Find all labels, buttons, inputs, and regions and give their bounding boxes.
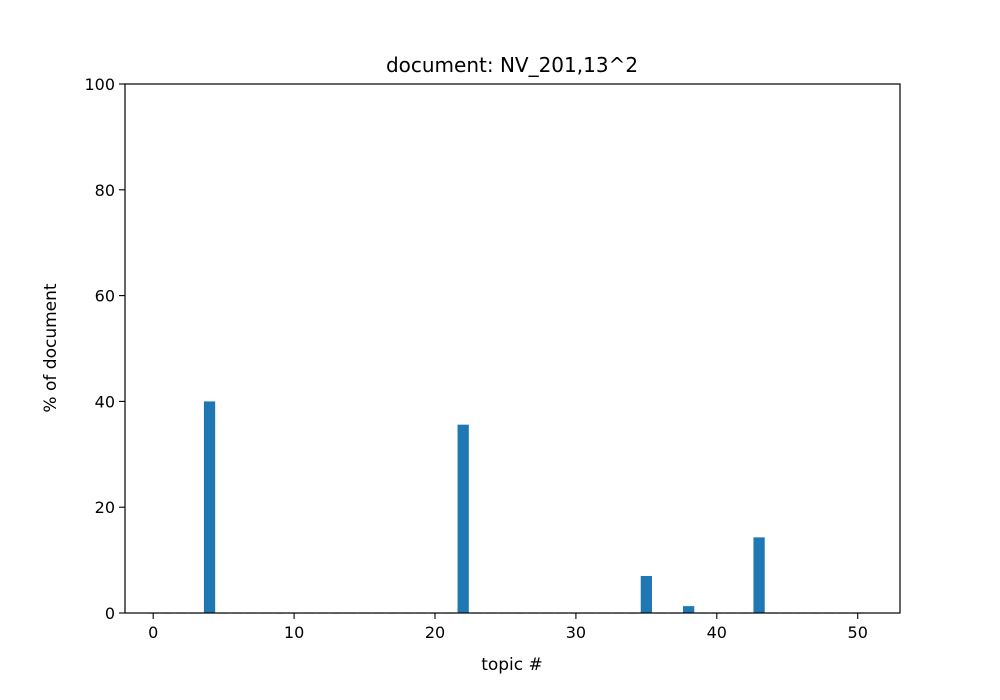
y-tick-label: 0 xyxy=(105,604,115,623)
bar-topic-43 xyxy=(753,537,765,613)
x-tick-label: 40 xyxy=(707,623,727,642)
y-tick-label: 20 xyxy=(95,498,115,517)
bar-topic-22 xyxy=(457,424,469,613)
bar-topic-4 xyxy=(203,401,216,613)
x-axis-ticks: 0 10 20 30 40 50 xyxy=(148,613,868,642)
bars-group xyxy=(147,401,864,614)
chart-title: document: NV_201,13^2 xyxy=(386,53,638,77)
plot-frame xyxy=(124,83,901,614)
x-tick-label: 20 xyxy=(425,623,445,642)
bar-topic-35 xyxy=(640,575,652,613)
x-tick-label: 10 xyxy=(284,623,304,642)
y-tick-label: 40 xyxy=(95,392,115,411)
x-tick-label: 0 xyxy=(148,623,158,642)
x-axis-label: topic # xyxy=(481,655,543,675)
y-axis-label: % of document xyxy=(41,283,61,412)
y-tick-label: 60 xyxy=(95,287,115,306)
bar-topic-38 xyxy=(683,606,695,613)
x-tick-label: 50 xyxy=(848,623,868,642)
x-tick-label: 30 xyxy=(566,623,586,642)
y-axis-ticks: 0 20 40 60 80 100 xyxy=(84,75,125,623)
y-tick-label: 100 xyxy=(84,75,115,94)
y-tick-label: 80 xyxy=(95,181,115,200)
